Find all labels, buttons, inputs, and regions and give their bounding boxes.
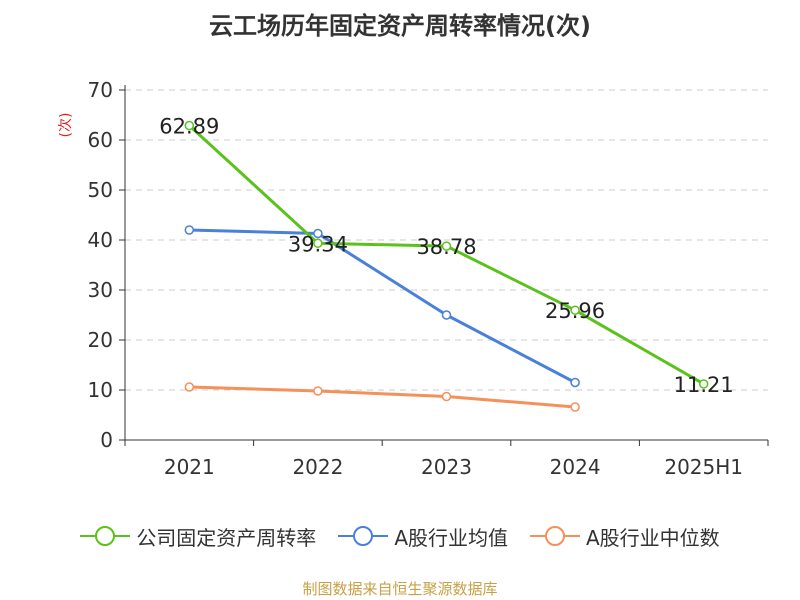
- data-labels: 62.89 39.34 38.78 25.96 11.21: [159, 115, 734, 397]
- chart-title: 云工场历年固定资产周转率情况(次): [209, 12, 591, 40]
- series-line: [189, 228, 576, 384]
- legend-swatch: [530, 526, 580, 546]
- y-tick-label: 0: [100, 428, 113, 452]
- x-tick-label: 2024: [550, 455, 601, 479]
- legend-swatch: [338, 526, 389, 546]
- data-label: 39.34: [288, 232, 348, 256]
- series-lines: [184, 120, 709, 412]
- y-tick-label: 60: [88, 128, 113, 152]
- x-tick-label: 2023: [421, 455, 472, 479]
- data-point: [441, 310, 452, 320]
- y-tick-label: 70: [88, 78, 113, 102]
- legend-swatch: [80, 526, 131, 546]
- legend-label: A股行业均值: [394, 525, 508, 550]
- data-point: [184, 120, 195, 131]
- y-tick-label: 20: [88, 328, 113, 352]
- data-point: [184, 225, 195, 235]
- gridlines: [125, 89, 768, 391]
- data-label: 62.89: [159, 115, 219, 139]
- y-axis-label: (次): [58, 113, 74, 138]
- y-tick-label: 10: [88, 378, 113, 402]
- legend-item[interactable]: A股行业均值: [338, 522, 508, 551]
- data-point: [441, 241, 452, 251]
- data-point: [570, 377, 580, 388]
- data-point: [570, 402, 580, 412]
- data-point: [570, 305, 580, 315]
- x-tick-label: 2025H1: [664, 455, 743, 479]
- data-label: 11.21: [674, 373, 734, 397]
- data-point: [313, 238, 323, 249]
- series-line: [189, 385, 576, 409]
- y-tick-label: 30: [88, 278, 113, 302]
- data-point: [313, 386, 323, 396]
- data-label: 25.96: [545, 299, 605, 323]
- legend-label: A股行业中位数: [586, 525, 720, 550]
- x-tick-label: 2021: [164, 455, 215, 479]
- axes: 0 10 20 30 40 50 60 70 (次) 2021 2022 2023 2024 2025H1: [58, 78, 769, 479]
- data-label: 38.78: [416, 235, 476, 259]
- legend-item[interactable]: A股行业中位数: [530, 522, 720, 551]
- data-point: [441, 391, 452, 402]
- legend-label: 公司固定资产周转率: [136, 525, 317, 550]
- y-tick-label: 40: [88, 228, 113, 252]
- legend: 公司固定资产周转率 A股行业均值 A股行业中位数: [0, 518, 800, 554]
- data-point: [313, 228, 323, 239]
- data-point: [184, 382, 195, 392]
- source-note: 制图数据来自恒生聚源数据库: [302, 580, 498, 598]
- legend-item[interactable]: 公司固定资产周转率: [80, 522, 316, 551]
- x-tick-label: 2022: [292, 455, 343, 479]
- data-point: [698, 379, 709, 389]
- y-tick-label: 50: [88, 178, 113, 202]
